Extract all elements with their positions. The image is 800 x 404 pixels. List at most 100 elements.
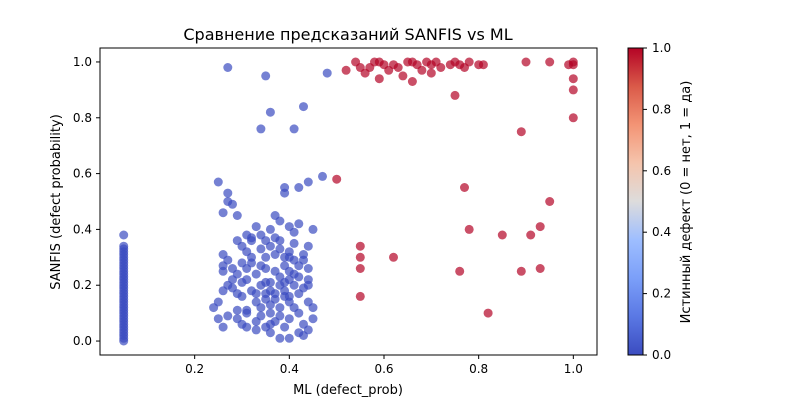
data-point-class-0-135 xyxy=(242,305,252,315)
data-point-class-1-51 xyxy=(455,266,465,276)
data-point-class-0-145 xyxy=(265,277,275,287)
data-point-class-1-54 xyxy=(355,291,365,301)
data-point-class-1-35 xyxy=(568,74,578,84)
data-point-class-0-157 xyxy=(247,236,256,246)
data-point-class-0-46 xyxy=(303,177,313,187)
data-point-class-0-140 xyxy=(284,333,294,343)
data-point-class-0-133 xyxy=(265,308,275,318)
chart-title: Сравнение предсказаний SANFIS vs ML xyxy=(183,25,512,44)
data-point-class-1-42 xyxy=(545,197,555,206)
data-point-class-0-40 xyxy=(299,102,308,112)
data-point-class-1-50 xyxy=(355,264,365,273)
x-axis-label: ML (defect_prob) xyxy=(293,383,403,398)
y-axis: 0.0 0.2 0.4 0.6 0.8 1.0 xyxy=(73,55,100,348)
data-point-class-0-39 xyxy=(265,107,275,117)
data-point-class-1-27 xyxy=(398,71,408,81)
data-point-class-0-141 xyxy=(299,331,308,340)
data-point-class-1-0 xyxy=(341,65,351,75)
data-point-class-1-37 xyxy=(450,90,460,100)
data-point-class-1-26 xyxy=(374,74,384,84)
data-point-class-0-64 xyxy=(289,227,299,237)
data-point-class-1-29 xyxy=(426,68,436,78)
data-point-class-0-158 xyxy=(256,230,266,240)
colorbar-tick-label: 0.4 xyxy=(652,225,671,239)
data-point-class-0-93 xyxy=(237,291,247,301)
data-point-class-0-52 xyxy=(218,208,228,218)
data-point-class-0-49 xyxy=(223,188,233,198)
data-point-class-1-10 xyxy=(393,63,403,72)
data-point-class-0-130 xyxy=(308,314,318,324)
data-point-class-0-164 xyxy=(284,252,294,262)
y-tick-label: 0.4 xyxy=(73,222,92,236)
data-point-class-0-155 xyxy=(228,283,237,293)
data-point-class-0-65 xyxy=(308,224,318,234)
data-point-class-0-55 xyxy=(275,216,285,226)
data-point-class-0-34 xyxy=(119,241,129,251)
data-point-class-1-25 xyxy=(478,60,488,70)
data-point-class-0-122 xyxy=(209,303,219,313)
data-point-class-0-160 xyxy=(275,236,285,246)
data-point-class-0-134 xyxy=(256,303,266,313)
data-point-class-0-45 xyxy=(294,183,304,192)
data-point-class-0-67 xyxy=(303,241,313,251)
data-point-class-0-51 xyxy=(228,199,237,209)
data-point-class-0-170 xyxy=(303,280,313,290)
data-point-class-0-132 xyxy=(275,311,285,321)
colorbar-axis: 0.0 0.2 0.4 0.6 0.8 1.0 xyxy=(643,41,671,362)
data-point-class-1-53 xyxy=(535,264,545,273)
data-point-class-0-106 xyxy=(275,303,285,313)
x-tick-label: 1.0 xyxy=(564,362,583,376)
colorbar-tick-label: 0.0 xyxy=(652,348,671,362)
data-point-class-1-49 xyxy=(389,252,398,262)
data-point-class-1-28 xyxy=(407,77,417,86)
data-point-class-1-31 xyxy=(545,57,555,67)
data-point-class-0-59 xyxy=(251,222,261,232)
data-point-class-0-66 xyxy=(289,238,299,248)
data-point-class-0-159 xyxy=(265,241,275,251)
data-point-class-0-172 xyxy=(270,294,280,304)
data-point-class-0-151 xyxy=(303,264,313,273)
data-point-class-0-137 xyxy=(251,317,261,326)
data-point-class-0-142 xyxy=(275,333,285,343)
y-tick-label: 0.6 xyxy=(73,167,92,181)
y-axis-label: SANFIS (defect probability) xyxy=(49,114,64,290)
data-point-class-1-18 xyxy=(436,63,446,72)
data-point-class-1-30 xyxy=(521,57,531,67)
data-point-class-0-111 xyxy=(308,303,318,313)
data-point-class-0-166 xyxy=(232,269,242,279)
data-point-class-1-39 xyxy=(568,113,578,123)
x-axis: 0.2 0.4 0.6 0.8 1.0 xyxy=(185,355,583,376)
colorbar-label: Истинный дефект (0 = нет, 1 = да) xyxy=(679,81,694,324)
data-point-class-1-48 xyxy=(355,252,365,262)
data-point-class-1-44 xyxy=(464,224,474,234)
data-point-class-0-129 xyxy=(299,319,308,329)
data-point-class-1-23 xyxy=(464,57,474,67)
data-point-class-1-36 xyxy=(568,85,578,95)
data-point-class-0-35 xyxy=(119,230,129,240)
data-point-class-0-80 xyxy=(261,252,271,262)
data-point-class-1-38 xyxy=(516,127,526,137)
colorbar-tick-label: 0.6 xyxy=(652,164,671,178)
data-point-class-0-126 xyxy=(280,322,290,332)
data-point-class-0-47 xyxy=(318,171,327,181)
data-point-class-1-43 xyxy=(535,222,545,232)
data-point-class-0-37 xyxy=(261,71,271,81)
data-point-class-0-56 xyxy=(294,219,304,229)
data-point-class-0-76 xyxy=(218,266,228,276)
data-point-class-0-38 xyxy=(322,68,332,78)
data-point-class-0-163 xyxy=(294,261,304,271)
data-point-class-0-165 xyxy=(242,264,252,273)
data-point-class-0-171 xyxy=(280,291,290,301)
data-point-class-1-40 xyxy=(332,174,342,184)
data-point-class-0-153 xyxy=(280,277,290,287)
y-tick-label: 0.0 xyxy=(73,334,92,348)
y-tick-label: 1.0 xyxy=(73,55,92,69)
data-point-class-1-52 xyxy=(516,266,526,276)
data-point-class-1-55 xyxy=(483,308,493,318)
data-point-class-0-124 xyxy=(251,325,261,335)
x-tick-label: 0.2 xyxy=(185,362,204,376)
data-point-class-0-42 xyxy=(289,124,299,134)
data-point-class-0-81 xyxy=(270,250,280,259)
data-point-class-0-48 xyxy=(280,183,290,192)
